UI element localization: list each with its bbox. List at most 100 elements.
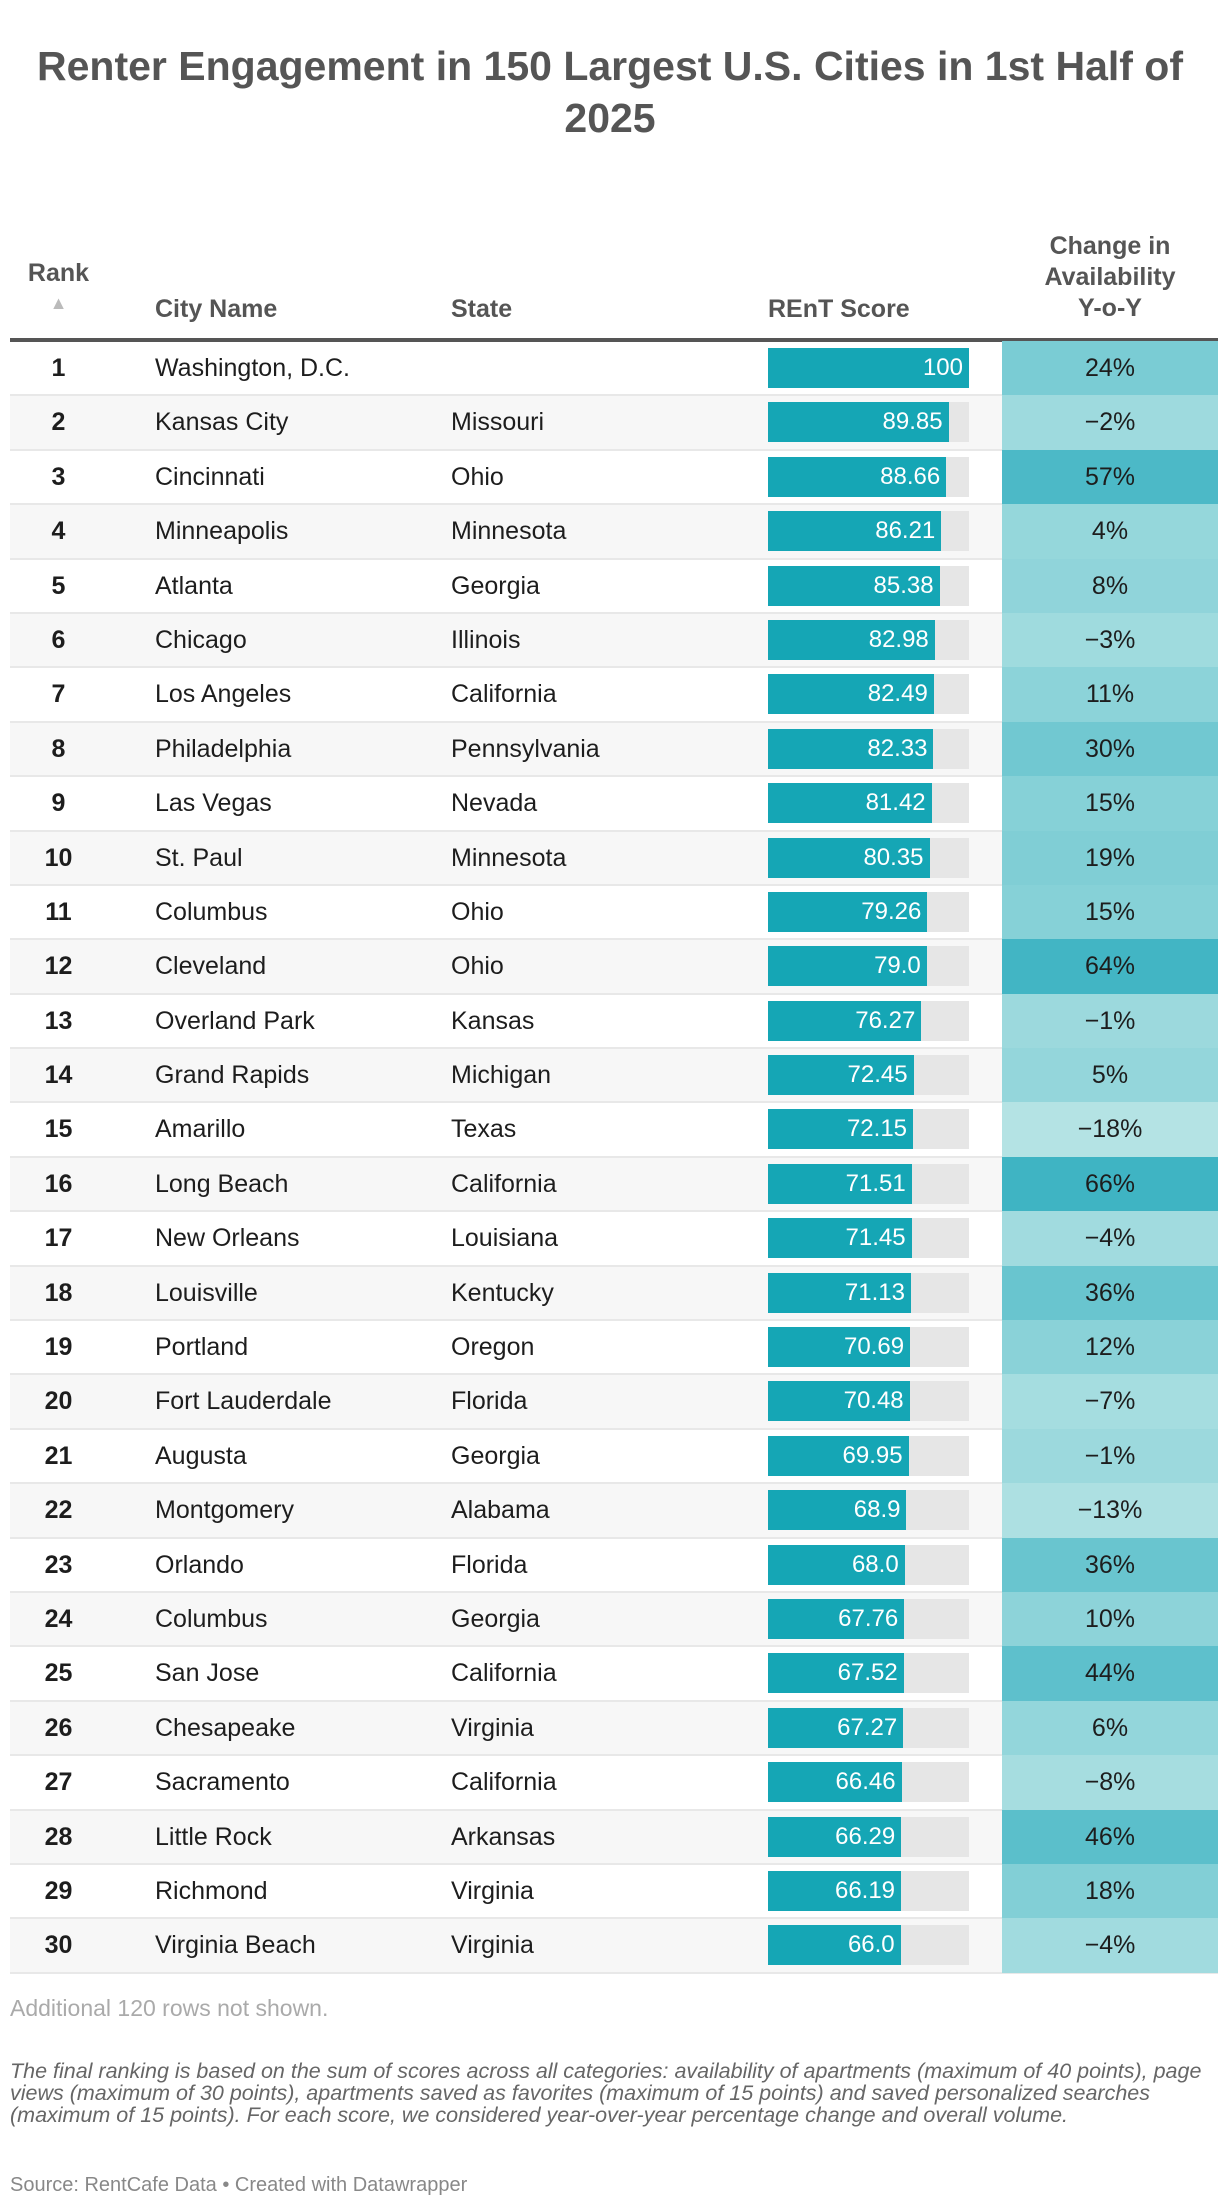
chart-title: Renter Engagement in 150 Largest U.S. Ci… — [37, 43, 1183, 141]
score-bar-track: 69.95 — [768, 1435, 969, 1476]
score-value: 66.19 — [834, 1876, 896, 1904]
score-bar: 66.29 — [768, 1816, 902, 1857]
table-row: 21 Augusta Georgia 69.95 −1% — [10, 1428, 1218, 1485]
rank-cell: 9 — [51, 789, 66, 818]
table-row: 10 St. Paul Minnesota 80.35 19% — [10, 830, 1218, 886]
state-cell: Ohio — [451, 952, 504, 981]
rank-cell: 17 — [44, 1224, 73, 1253]
change-cell: 36% — [1002, 1537, 1218, 1593]
table-body: 1 Washington, D.C. 100 24% 2 Kansas City Misso… — [10, 341, 1218, 1974]
city-cell: Montgomery — [155, 1496, 294, 1525]
score-bar: 82.98 — [768, 619, 935, 660]
score-bar: 66.0 — [768, 1925, 901, 1966]
score-bar: 70.69 — [768, 1327, 911, 1368]
score-bar: 100 — [768, 348, 969, 388]
sort-ascending-icon[interactable]: ▲ — [49, 293, 68, 313]
score-bar-track: 71.45 — [768, 1218, 969, 1259]
change-cell: −4% — [1002, 1211, 1218, 1267]
rank-cell: 21 — [44, 1441, 73, 1470]
change-cell: −1% — [1002, 1428, 1218, 1484]
city-cell: New Orleans — [155, 1224, 300, 1253]
table-row: 20 Fort Lauderdale Florida 70.48 −7% — [10, 1374, 1218, 1430]
table-row: 2 Kansas City Missouri 89.85 −2% — [10, 395, 1218, 451]
score-bar-track: 70.48 — [768, 1381, 969, 1422]
change-cell: 5% — [1002, 1048, 1218, 1104]
rank-cell: 15 — [44, 1115, 73, 1144]
rank-cell: 24 — [44, 1604, 73, 1633]
score-bar-track: 76.27 — [768, 1000, 969, 1041]
score-value: 69.95 — [842, 1441, 903, 1469]
score-bar: 72.45 — [768, 1055, 914, 1096]
score-value: 79.26 — [861, 897, 922, 925]
score-bar: 82.33 — [768, 728, 934, 769]
score-bar-track: 89.85 — [768, 402, 969, 443]
table-row: 30 Virginia Beach Virginia 66.0 −4% — [10, 1918, 1218, 1974]
city-cell: Amarillo — [155, 1115, 246, 1144]
state-cell: Minnesota — [451, 517, 567, 546]
rank-cell: 7 — [51, 680, 66, 709]
score-bar: 68.9 — [768, 1490, 907, 1531]
city-cell: Los Angeles — [155, 680, 292, 709]
change-cell: 30% — [1002, 721, 1218, 777]
state-cell: Georgia — [451, 1604, 540, 1633]
state-cell: Ohio — [451, 462, 504, 491]
header-change[interactable]: Change in Availability Y-o-Y — [1044, 232, 1176, 322]
rank-cell: 18 — [44, 1278, 73, 1307]
change-cell: −7% — [1002, 1374, 1218, 1430]
change-cell: 24% — [1002, 341, 1218, 396]
score-value: 66.0 — [847, 1931, 895, 1959]
state-cell: Oregon — [451, 1333, 535, 1362]
city-cell: Columbus — [155, 1604, 268, 1633]
score-value: 66.46 — [835, 1768, 896, 1796]
city-cell: Grand Rapids — [155, 1061, 310, 1090]
table-row: 18 Louisville Kentucky 71.13 36% — [10, 1265, 1218, 1322]
state-cell: Minnesota — [451, 843, 567, 872]
state-cell: Texas — [451, 1115, 517, 1144]
change-cell: −2% — [1002, 395, 1218, 451]
score-value: 85.38 — [873, 571, 934, 599]
score-value: 66.29 — [835, 1822, 896, 1850]
header-score[interactable]: REnT Score — [768, 295, 910, 323]
state-cell: Alabama — [451, 1496, 550, 1525]
score-bar: 71.13 — [768, 1272, 911, 1313]
score-value: 82.33 — [867, 734, 928, 762]
score-value: 67.76 — [838, 1604, 899, 1632]
score-value: 86.21 — [875, 517, 936, 545]
score-bar-track: 72.45 — [768, 1055, 969, 1096]
score-bar: 82.49 — [768, 674, 934, 715]
score-bar-track: 82.33 — [768, 728, 969, 769]
header-state[interactable]: State — [451, 295, 513, 323]
score-bar: 66.19 — [768, 1870, 902, 1911]
change-cell: −4% — [1002, 1918, 1218, 1974]
city-cell: Richmond — [155, 1876, 268, 1905]
score-bar: 67.76 — [768, 1598, 905, 1639]
change-cell: 8% — [1002, 558, 1218, 614]
score-value: 68.0 — [851, 1550, 899, 1578]
score-value: 70.69 — [844, 1333, 905, 1361]
city-cell: San Jose — [155, 1659, 260, 1688]
change-cell: 6% — [1002, 1700, 1218, 1756]
table-row: 9 Las Vegas Nevada 81.42 15% — [10, 776, 1218, 832]
header-rank[interactable]: Rank — [27, 259, 90, 287]
score-bar-track: 82.49 — [768, 674, 969, 715]
score-bar-track: 71.51 — [768, 1163, 969, 1204]
score-bar: 81.42 — [768, 783, 932, 824]
change-cell: 64% — [1002, 939, 1218, 995]
change-cell: 44% — [1002, 1646, 1218, 1702]
score-bar: 88.66 — [768, 456, 947, 497]
score-bar-track: 66.29 — [768, 1816, 969, 1857]
score-bar-track: 88.66 — [768, 456, 969, 497]
score-bar: 67.52 — [768, 1653, 904, 1694]
state-cell: Georgia — [451, 571, 540, 600]
table-row: 15 Amarillo Texas 72.15 −18% — [10, 1102, 1218, 1158]
table-row: 29 Richmond Virginia 66.19 18% — [10, 1863, 1218, 1920]
score-bar-track: 71.13 — [768, 1272, 969, 1313]
rank-cell: 4 — [51, 517, 66, 546]
header-city[interactable]: City Name — [155, 295, 278, 323]
rank-cell: 28 — [44, 1822, 73, 1851]
score-bar: 72.15 — [768, 1109, 914, 1150]
score-bar: 80.35 — [768, 837, 930, 878]
table-row: 8 Philadelphia Pennsylvania 82.33 30% — [10, 721, 1218, 778]
rank-cell: 1 — [51, 354, 66, 382]
state-cell: Florida — [451, 1387, 528, 1416]
